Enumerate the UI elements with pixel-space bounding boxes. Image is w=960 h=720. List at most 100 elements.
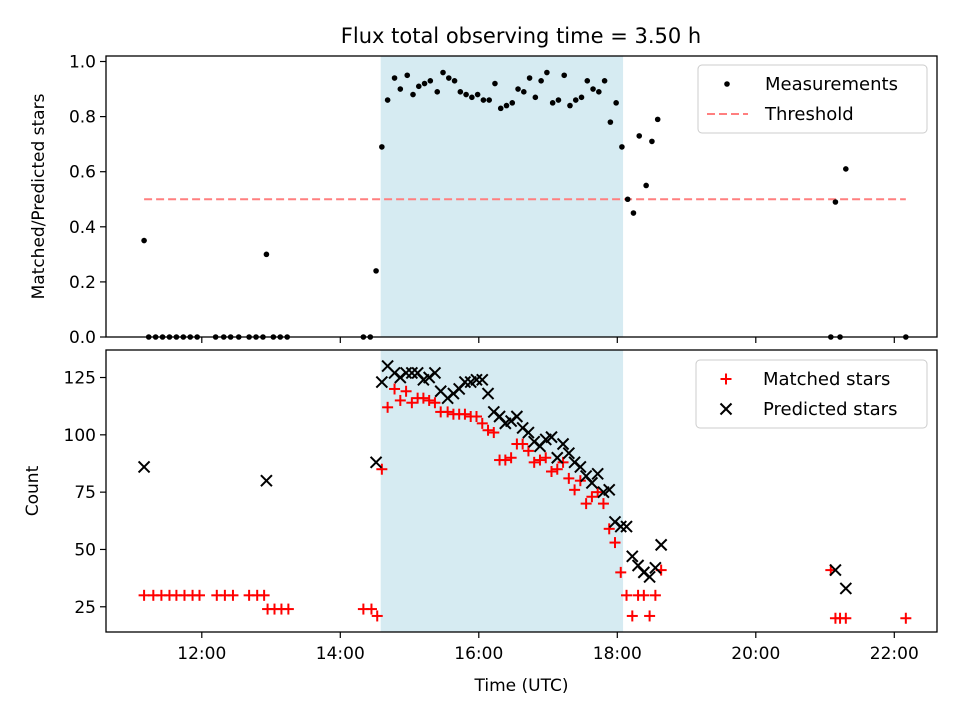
matched-star-point (517, 438, 529, 450)
matched-star-point (499, 454, 511, 466)
matched-legend-glyph (720, 373, 732, 385)
predicted-star-point (574, 460, 587, 474)
bottom-axes-frame (105, 349, 938, 633)
measurement-point (578, 94, 585, 101)
bottom-y-tick-label: 125 (64, 369, 96, 389)
matched-star-point (586, 491, 598, 503)
measurement-point (397, 86, 404, 92)
matched-star-point (551, 463, 563, 475)
measurements-legend-marker (724, 81, 730, 87)
measurement-point (636, 133, 643, 139)
measurement-point (607, 119, 614, 125)
measurement-point (601, 77, 608, 84)
x-tick-label: 18:00 (593, 644, 642, 664)
predicted-star-point (428, 366, 442, 380)
matched-legend-label: Matched stars (763, 369, 890, 390)
predicted-star-point (614, 520, 627, 533)
measurement-point (141, 237, 147, 244)
matched-star-point (505, 452, 517, 464)
matched-star-point (534, 454, 546, 466)
matched-star-point (138, 589, 150, 601)
measurement-point (421, 80, 428, 87)
matched-star-point (376, 463, 388, 475)
measurement-point (404, 72, 411, 79)
top-measurement-points (141, 69, 909, 340)
matched-star-point (621, 589, 633, 601)
top-legend-box (697, 64, 928, 134)
measurement-point (427, 77, 434, 84)
matched-star-point (649, 589, 661, 601)
measurement-point (532, 94, 539, 101)
top-y-tick-label: 0.6 (69, 163, 96, 183)
matched-star-point (193, 589, 205, 601)
top-observing-window (380, 56, 624, 337)
matched-star-point (644, 610, 656, 622)
top-panel: 0.0 0.2 0.4 0.6 0.8 1.0 Matched/Predicted sta… (29, 53, 938, 348)
measurement-point (263, 251, 270, 258)
x-tick-label: 16:00 (454, 644, 503, 664)
bottom-y-ticks: 25 50 75 100 125 (64, 369, 106, 618)
measurement-point (463, 91, 469, 98)
threshold-legend-label: Threshold (764, 104, 854, 125)
measurement-point (643, 182, 649, 189)
predicted-star-point (643, 570, 656, 584)
measurement-point (549, 100, 556, 106)
matched-star-point (580, 498, 592, 510)
matched-star-point (459, 408, 471, 420)
predicted-star-point (470, 373, 483, 387)
matched-star-point (476, 417, 488, 429)
matched-star-point (528, 456, 540, 468)
bottom-y-axis-label: Count (23, 465, 43, 516)
matched-star-point (227, 589, 239, 601)
measurement-point (469, 94, 475, 101)
matched-star-point (540, 452, 552, 464)
bottom-y-tick-label: 25 (74, 598, 96, 618)
measurement-point (410, 91, 416, 98)
matched-star-point (592, 486, 604, 498)
predicted-star-point (399, 366, 413, 380)
measurement-point (434, 89, 441, 95)
predicted-star-point (649, 561, 662, 575)
top-y-tick-label: 0.2 (69, 273, 96, 293)
measurement-point (561, 72, 568, 79)
matched-star-point (569, 484, 581, 496)
measurement-point (391, 75, 398, 81)
measurement-point (503, 102, 510, 109)
top-axes-frame (105, 55, 938, 338)
measurement-point (619, 144, 625, 150)
matched-star-point (258, 589, 270, 601)
measurements-legend-label: Measurements (765, 74, 898, 95)
top-y-tick-label: 0.4 (69, 218, 96, 238)
measurement-point (440, 69, 446, 76)
matched-star-point (371, 610, 383, 622)
matched-star-point (423, 394, 435, 406)
matched-star-point (563, 472, 575, 484)
measurement-point (843, 166, 849, 172)
predicted-star-point (620, 520, 633, 533)
chart-title: Flux total observing time = 3.50 h (341, 24, 701, 48)
predicted-star-point (458, 375, 472, 389)
bottom-y-tick-label: 75 (74, 483, 96, 503)
bottom-y-tick-label: 100 (64, 426, 96, 446)
measurement-point (373, 268, 379, 274)
matched-stars-points (138, 383, 912, 624)
matched-star-point (394, 394, 406, 406)
predicted-star-point (405, 366, 419, 380)
predicted-star-point (551, 451, 564, 464)
measurement-point (509, 100, 516, 106)
measurement-point (515, 86, 521, 92)
measurement-point (497, 105, 504, 112)
measurement-point (480, 97, 487, 103)
matched-star-point (626, 610, 638, 622)
predicted-stars-points (137, 359, 853, 595)
predicted-star-point (562, 446, 576, 460)
predicted-legend-marker (719, 402, 733, 416)
predicted-star-point (476, 373, 489, 387)
measurement-point (596, 89, 602, 95)
predicted-star-point (603, 483, 616, 497)
matched-star-point (546, 466, 558, 478)
top-legend: Measurements Threshold (697, 64, 928, 134)
matched-star-point (365, 603, 377, 615)
top-y-axis-label: Matched/Predicted stars (29, 93, 49, 299)
